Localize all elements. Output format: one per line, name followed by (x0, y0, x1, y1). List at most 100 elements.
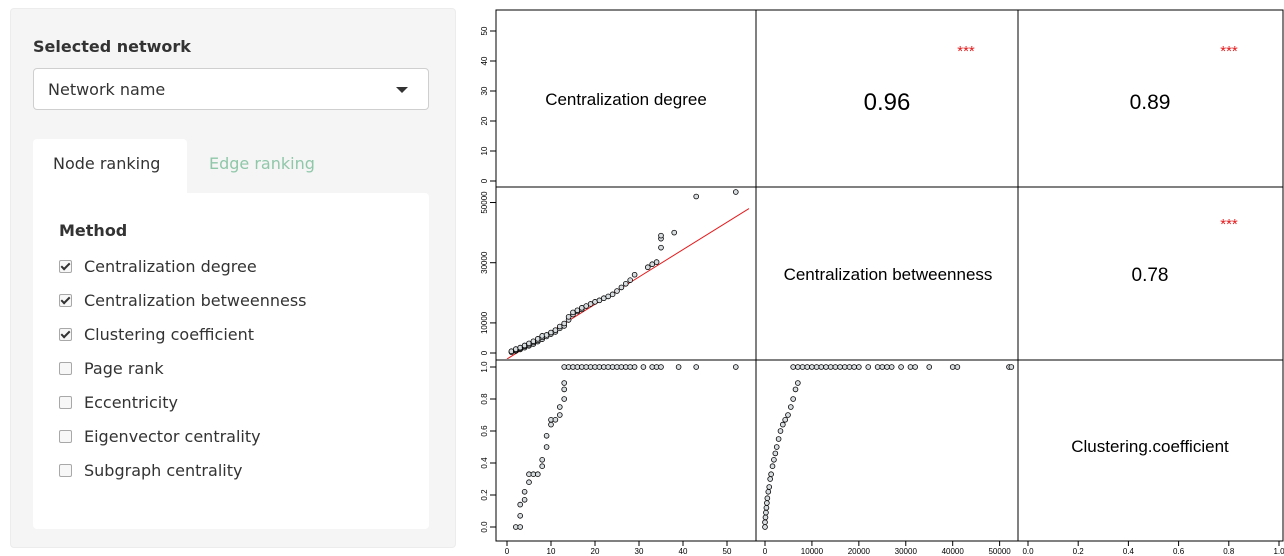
chart-frame (495, 9, 1284, 542)
scatter-point (765, 488, 772, 495)
scatter-point (1008, 364, 1015, 370)
scatter-point (539, 456, 545, 463)
y-axis-degree-tick-label: 50 (480, 26, 489, 35)
corr-degree-clustering-stars: *** (1220, 43, 1238, 60)
scatter-point (534, 471, 541, 478)
scatter-point (609, 291, 616, 298)
y-axis-clustering-tick-label: 0.8 (480, 393, 489, 405)
x-axis-clustering-tick-label: 0.4 (1123, 547, 1135, 556)
scatter-point (653, 259, 660, 265)
scatter-point (780, 421, 786, 428)
y-axis-betweenness-tick-label: 30000 (480, 251, 489, 274)
scatter-point (517, 512, 523, 519)
checkbox[interactable] (59, 327, 72, 341)
corr-degree-betweenness-value: 0.96 (864, 89, 911, 116)
x-axis-clustering-tick-label: 0.0 (1022, 547, 1034, 556)
corr-degree-clustering-value: 0.89 (1130, 91, 1171, 114)
method-option-page-rank[interactable]: Page rank (59, 357, 164, 379)
diagonal-label-betweenness: Centralization betweenness (784, 265, 993, 284)
scatter-point (912, 364, 918, 370)
scatter-point (767, 476, 773, 482)
scatter-point (618, 284, 625, 291)
diagonal-label-clustering: Clustering.coefficient (1071, 437, 1229, 456)
scatter-point (539, 463, 545, 470)
checkbox[interactable] (59, 463, 72, 477)
y-axis-degree-tick-label: 0 (480, 178, 489, 183)
scatter-point (851, 364, 857, 370)
scatter-point (954, 364, 961, 370)
scatter-point (693, 364, 699, 370)
x-axis-clustering-tick-label: 0.2 (1073, 547, 1085, 556)
scatter-point (732, 189, 739, 195)
checkbox[interactable] (59, 429, 72, 443)
scatter-point (631, 271, 638, 278)
scatter-point (790, 396, 796, 402)
x-axis-degree-tick-label: 40 (679, 547, 688, 556)
checkbox[interactable] (59, 395, 72, 409)
x-axis-betweenness-tick-label: 50000 (988, 547, 1011, 556)
scatter-point (788, 404, 794, 410)
checkbox[interactable] (59, 259, 72, 273)
network-select-value: Network name (48, 80, 166, 99)
scatter-point (865, 364, 872, 370)
scatter-point (782, 416, 788, 423)
scatter-point (762, 524, 768, 530)
chevron-down-icon[interactable] (396, 87, 408, 93)
sidebar-panel: Selected network Network name Node ranki… (10, 8, 456, 548)
selected-network-label: Selected network (33, 37, 191, 56)
y-axis-degree-tick-label: 40 (480, 56, 489, 65)
x-axis-degree-tick-label: 0 (505, 547, 510, 556)
scatter-point (772, 450, 779, 457)
y-axis-degree-tick-label: 20 (480, 116, 489, 125)
y-axis-clustering-tick-label: 0.4 (480, 457, 489, 469)
checkbox[interactable] (59, 361, 72, 375)
scatter-point (521, 488, 528, 495)
tab-node-ranking[interactable]: Node ranking (33, 139, 187, 193)
scatter-point (693, 193, 699, 200)
scatter-point (785, 412, 791, 418)
scatter-point (658, 364, 664, 370)
method-option-eccentricity[interactable]: Eccentricity (59, 391, 178, 413)
scatter-point (521, 496, 528, 503)
checkbox[interactable] (59, 293, 72, 307)
scatter-point (552, 416, 559, 423)
method-option-clustering-coefficient[interactable]: Clustering coefficient (59, 323, 254, 345)
scatter-point (556, 412, 563, 418)
tab-edge-ranking[interactable]: Edge ranking (209, 154, 315, 173)
corr-degree-betweenness-stars: *** (957, 43, 975, 60)
x-axis-degree-tick-label: 10 (547, 547, 556, 556)
scatter-point (926, 364, 933, 370)
scatter-point (517, 524, 523, 530)
network-select[interactable]: Network name (33, 68, 429, 110)
scatter-point (556, 404, 563, 410)
method-option-label: Eccentricity (84, 392, 178, 412)
scatter-point (818, 364, 825, 370)
y-axis-betweenness-tick-label: 50000 (480, 191, 489, 214)
x-axis-degree-tick-label: 30 (635, 547, 644, 556)
scatter-point (526, 479, 532, 486)
scatter-point (561, 380, 567, 386)
scatter-point (795, 364, 801, 370)
scatter-point (773, 444, 780, 450)
scatter-point (649, 261, 655, 268)
method-option-eigenvector-centrality[interactable]: Eigenvector centrality (59, 425, 261, 447)
scatter-point (795, 380, 801, 386)
scatter-point (644, 264, 651, 271)
corr-betweenness-clustering-stars: *** (1220, 216, 1238, 233)
scatter-point (804, 364, 811, 370)
scatter-point (832, 364, 839, 370)
method-option-centralization-betweenness[interactable]: Centralization betweenness (59, 289, 306, 311)
scatter-point (762, 514, 769, 521)
scatter-point (823, 364, 829, 370)
method-option-subgraph-centrality[interactable]: Subgraph centrality (59, 459, 242, 481)
scatter-point (583, 303, 589, 309)
scatter-point (675, 364, 682, 370)
scatter-point (762, 519, 768, 525)
corr-betweenness-clustering-value: 0.78 (1132, 265, 1169, 286)
x-axis-clustering-tick-label: 1.0 (1273, 547, 1284, 556)
method-panel: Method Centralization degree Centralizat… (33, 193, 429, 529)
diagonal-label-degree: Centralization degree (545, 90, 707, 109)
scatter-point (631, 364, 638, 370)
method-option-centralization-degree[interactable]: Centralization degree (59, 255, 257, 277)
scatter-point (565, 314, 572, 320)
